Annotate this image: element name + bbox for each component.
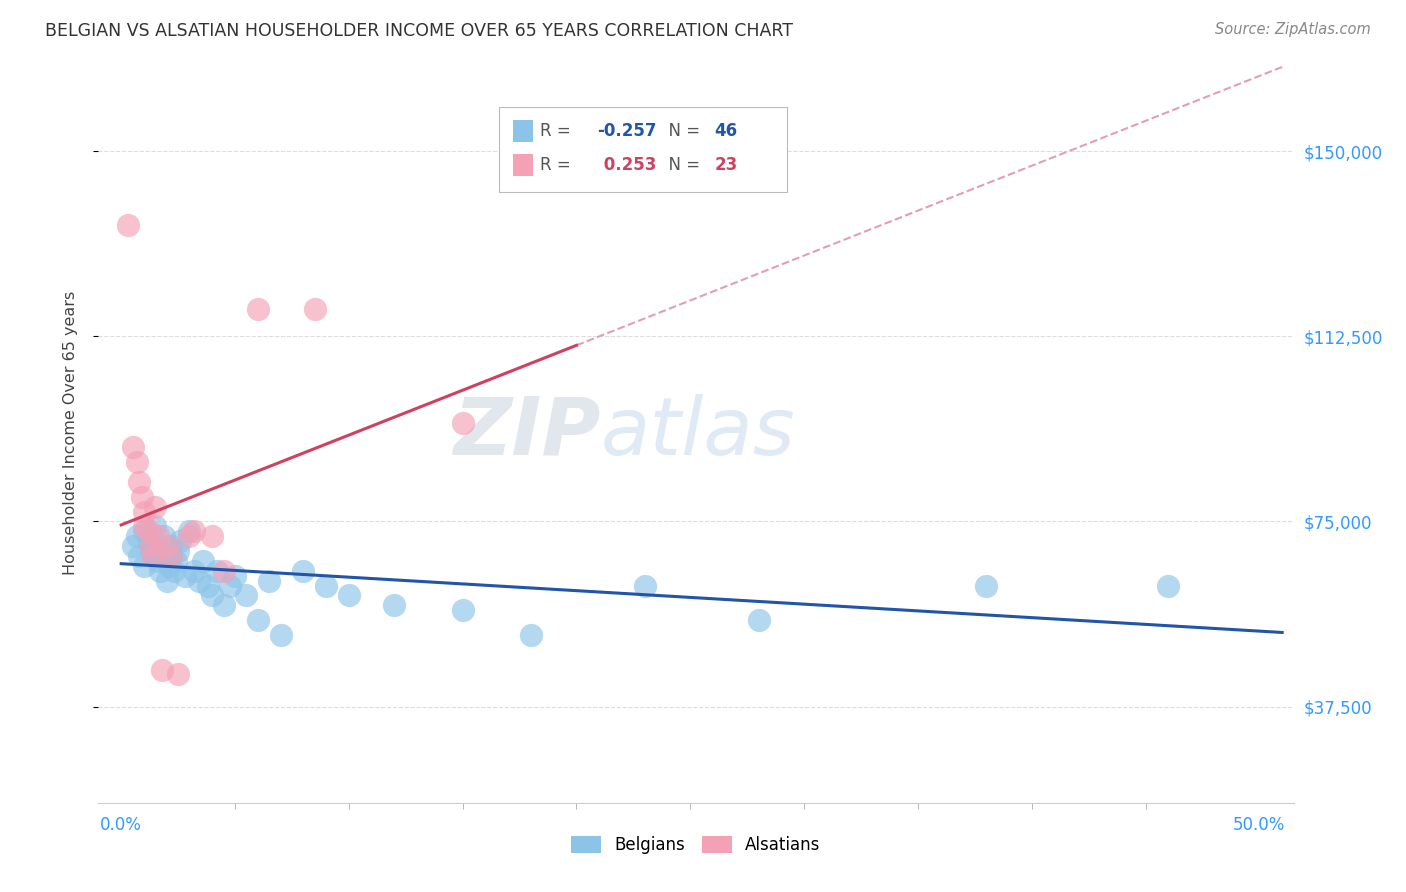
Point xyxy=(138,524,160,539)
Point xyxy=(128,475,150,489)
Point xyxy=(143,539,166,553)
Point xyxy=(270,628,292,642)
Point xyxy=(174,568,197,582)
Point xyxy=(183,524,205,539)
Point xyxy=(121,441,143,455)
Text: atlas: atlas xyxy=(600,393,796,472)
Point xyxy=(201,529,224,543)
Point xyxy=(179,529,201,543)
Point xyxy=(162,564,184,578)
Point xyxy=(169,534,191,549)
Point xyxy=(139,544,162,558)
Point xyxy=(634,579,657,593)
Point xyxy=(292,564,315,578)
Point xyxy=(127,455,149,469)
Point xyxy=(165,554,187,568)
Point xyxy=(974,579,997,593)
Point xyxy=(146,529,169,543)
Point xyxy=(132,558,155,573)
Point xyxy=(121,539,143,553)
Point xyxy=(382,599,405,613)
Point xyxy=(201,589,224,603)
Point xyxy=(451,416,474,430)
Point xyxy=(257,574,280,588)
Text: -0.257: -0.257 xyxy=(598,122,657,140)
Point xyxy=(179,524,201,539)
Point xyxy=(143,500,166,514)
Point xyxy=(187,574,209,588)
Point xyxy=(132,505,155,519)
Point xyxy=(167,544,190,558)
Point xyxy=(212,564,235,578)
Text: 0.253: 0.253 xyxy=(598,156,657,174)
Point xyxy=(150,663,173,677)
Legend: Belgians, Alsatians: Belgians, Alsatians xyxy=(565,830,827,861)
Point xyxy=(142,549,165,563)
Point xyxy=(131,490,153,504)
Point xyxy=(219,579,242,593)
Point xyxy=(191,554,214,568)
Point xyxy=(183,564,205,578)
Text: R =: R = xyxy=(540,156,576,174)
Text: Source: ZipAtlas.com: Source: ZipAtlas.com xyxy=(1215,22,1371,37)
Point xyxy=(748,613,770,627)
Point xyxy=(156,539,179,553)
Point xyxy=(212,599,235,613)
Point xyxy=(246,302,269,317)
Text: BELGIAN VS ALSATIAN HOUSEHOLDER INCOME OVER 65 YEARS CORRELATION CHART: BELGIAN VS ALSATIAN HOUSEHOLDER INCOME O… xyxy=(45,22,793,40)
Point xyxy=(132,524,155,539)
Text: N =: N = xyxy=(658,156,706,174)
Point xyxy=(128,549,150,563)
Point xyxy=(157,558,180,573)
Point xyxy=(167,667,190,681)
Point xyxy=(127,529,149,543)
Text: N =: N = xyxy=(658,122,706,140)
Point xyxy=(117,219,139,233)
Point xyxy=(160,539,183,553)
Point xyxy=(205,564,228,578)
Point xyxy=(315,579,337,593)
Text: ZIP: ZIP xyxy=(453,393,600,472)
Point xyxy=(149,564,172,578)
Point xyxy=(153,529,176,543)
Point xyxy=(235,589,257,603)
Point xyxy=(139,539,162,553)
Point xyxy=(160,549,183,563)
Point xyxy=(160,549,183,563)
Point xyxy=(224,568,246,582)
Point xyxy=(451,603,474,617)
Point xyxy=(143,519,166,533)
Text: 23: 23 xyxy=(714,156,738,174)
Point xyxy=(132,519,155,533)
Text: 46: 46 xyxy=(714,122,737,140)
Y-axis label: Householder Income Over 65 years: Householder Income Over 65 years xyxy=(63,291,77,574)
Point xyxy=(1157,579,1180,593)
Point xyxy=(520,628,543,642)
Text: R =: R = xyxy=(540,122,576,140)
Point xyxy=(156,574,179,588)
Point xyxy=(337,589,360,603)
Point xyxy=(138,534,160,549)
Point xyxy=(304,302,326,317)
Point xyxy=(197,579,219,593)
Point xyxy=(150,549,173,563)
Point xyxy=(246,613,269,627)
Point xyxy=(146,554,169,568)
